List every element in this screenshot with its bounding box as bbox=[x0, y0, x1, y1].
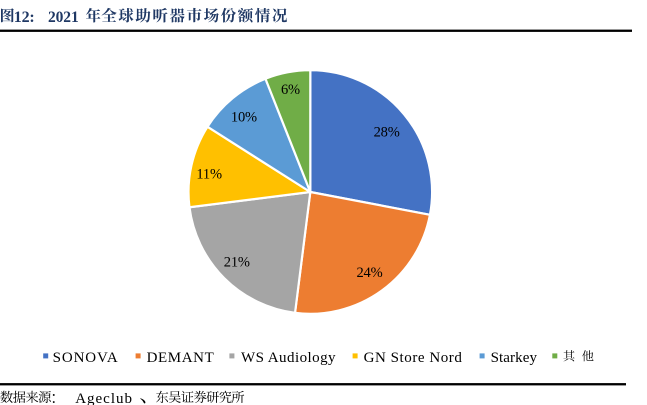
svg-text:6%: 6% bbox=[281, 82, 300, 98]
svg-text:12:: 12: bbox=[14, 9, 35, 26]
svg-text:28%: 28% bbox=[374, 124, 400, 140]
svg-text:WS Audiology: WS Audiology bbox=[241, 350, 336, 366]
svg-text:21%: 21% bbox=[224, 255, 250, 271]
svg-text:24%: 24% bbox=[357, 265, 383, 281]
svg-text:Ageclub: Ageclub bbox=[75, 391, 133, 405]
svg-text:11%: 11% bbox=[196, 167, 222, 183]
svg-text:Starkey: Starkey bbox=[491, 350, 538, 366]
svg-text:DEMANT: DEMANT bbox=[147, 350, 215, 366]
svg-text:2021: 2021 bbox=[48, 9, 79, 26]
svg-text:GN Store Nord: GN Store Nord bbox=[364, 350, 463, 366]
svg-text:10%: 10% bbox=[231, 110, 257, 126]
svg-text:SONOVA: SONOVA bbox=[53, 350, 119, 366]
